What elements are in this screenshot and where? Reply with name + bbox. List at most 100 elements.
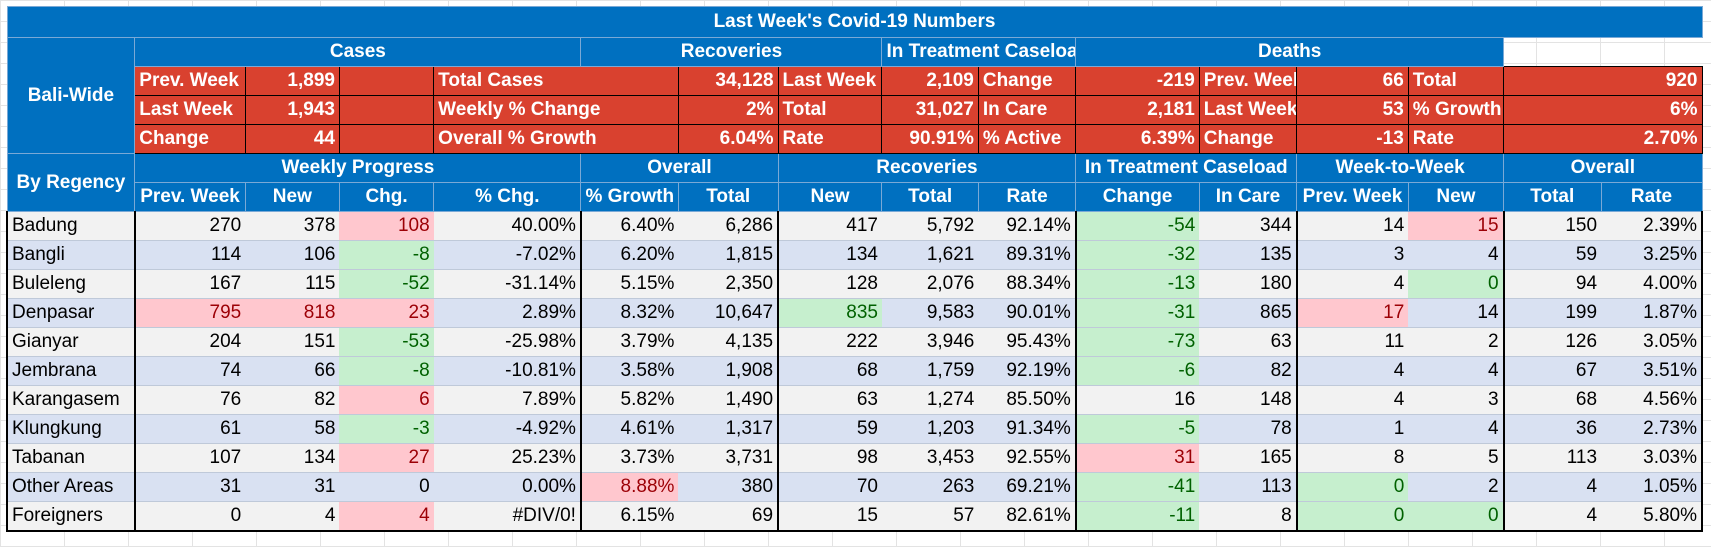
data-cell[interactable]: 2,350 [678,269,779,299]
data-cell[interactable]: 89.31% [978,240,1076,270]
summary-cell[interactable]: -13 [1296,124,1409,154]
data-cell[interactable]: 167 [133,269,246,299]
data-cell[interactable]: 3.58% [579,356,679,386]
data-cell[interactable]: 134 [245,443,340,473]
data-cell[interactable]: -11 [1074,501,1200,532]
data-cell[interactable]: -7.02% [433,240,581,270]
data-cell[interactable]: 106 [245,240,340,270]
summary-cell[interactable]: 1,899 [244,66,340,96]
data-cell[interactable]: 3.03% [1601,443,1703,473]
data-cell[interactable]: 16 [1074,385,1200,415]
data-cell[interactable]: 4.56% [1601,385,1703,415]
data-cell[interactable]: 68 [1502,385,1602,415]
data-cell[interactable]: 90.01% [978,298,1076,328]
data-cell[interactable]: 126 [1502,327,1602,357]
summary-cell[interactable] [338,66,435,96]
summary-cell[interactable] [338,124,435,154]
data-cell[interactable]: 835 [777,298,882,328]
data-cell[interactable]: -41 [1074,472,1200,502]
summary-cell[interactable]: Change [977,66,1077,96]
regency-name[interactable]: Denpasar [6,298,135,328]
data-cell[interactable]: 204 [133,327,246,357]
data-cell[interactable]: 10,647 [678,298,779,328]
data-cell[interactable]: 4 [245,501,340,532]
summary-cell[interactable]: 2,109 [881,66,979,96]
data-cell[interactable]: 3,453 [881,443,979,473]
data-cell[interactable]: 0 [1408,501,1504,532]
data-cell[interactable]: 0 [339,472,434,502]
data-cell[interactable]: 165 [1199,443,1297,473]
data-cell[interactable]: 4 [1408,356,1504,386]
data-cell[interactable]: 107 [133,443,246,473]
data-cell[interactable]: 3.79% [579,327,679,357]
data-cell[interactable]: 4 [1502,501,1602,532]
data-cell[interactable]: 9,583 [881,298,979,328]
summary-cell[interactable]: 1,943 [244,95,340,125]
data-cell[interactable]: 0 [1295,472,1409,502]
data-cell[interactable]: 4 [1502,472,1602,502]
summary-cell[interactable]: 2,181 [1075,95,1200,125]
summary-cell[interactable]: Last Week [134,95,246,125]
data-cell[interactable]: 25.23% [433,443,581,473]
data-cell[interactable]: 68 [777,356,882,386]
data-cell[interactable]: 3 [1408,385,1504,415]
data-cell[interactable]: 134 [777,240,882,270]
column-header[interactable]: New [777,182,883,212]
data-cell[interactable]: -3 [339,414,434,444]
data-cell[interactable]: 5.80% [1601,501,1703,532]
data-cell[interactable]: 1.05% [1601,472,1703,502]
data-cell[interactable]: -10.81% [433,356,581,386]
regency-name[interactable]: Karangasem [6,385,135,415]
data-cell[interactable]: 15 [1408,211,1504,241]
data-cell[interactable]: 3.73% [579,443,679,473]
data-cell[interactable]: 3 [1295,240,1409,270]
data-cell[interactable]: 4.00% [1601,269,1703,299]
column-header[interactable]: New [1407,182,1505,212]
data-cell[interactable]: 82.61% [978,501,1076,532]
data-cell[interactable]: 5.82% [579,385,679,415]
summary-cell[interactable]: 66 [1296,66,1409,96]
data-cell[interactable]: 417 [777,211,882,241]
summary-cell[interactable]: Total Cases [433,66,679,96]
data-cell[interactable]: 2.39% [1601,211,1703,241]
summary-cell[interactable]: -219 [1075,66,1200,96]
data-cell[interactable]: -13 [1074,269,1200,299]
column-header[interactable]: Prev. Week [134,182,246,212]
data-cell[interactable]: 8 [1295,443,1409,473]
data-cell[interactable]: 2 [1408,472,1504,502]
data-cell[interactable]: -8 [339,240,434,270]
regency-name[interactable]: Bangli [6,240,135,270]
data-cell[interactable]: 0 [1295,501,1409,532]
data-cell[interactable]: 180 [1199,269,1297,299]
summary-cell[interactable]: 2.70% [1503,124,1703,154]
data-cell[interactable]: 1,759 [881,356,979,386]
summary-cell[interactable]: Total [777,95,883,125]
data-cell[interactable]: 3.25% [1601,240,1703,270]
data-cell[interactable]: -53 [339,327,434,357]
data-cell[interactable]: 1,317 [678,414,779,444]
summary-cell[interactable]: 31,027 [881,95,979,125]
data-cell[interactable]: 1,621 [881,240,979,270]
summary-cell[interactable]: Total [1407,66,1505,96]
regency-name[interactable]: Klungkung [6,414,135,444]
data-cell[interactable]: 222 [777,327,882,357]
data-cell[interactable]: 98 [777,443,882,473]
data-cell[interactable]: 1,203 [881,414,979,444]
data-cell[interactable]: 14 [1295,211,1409,241]
summary-cell[interactable]: Change [1198,124,1298,154]
data-cell[interactable]: 2,076 [881,269,979,299]
data-cell[interactable]: -32 [1074,240,1200,270]
summary-cell[interactable]: In Care [977,95,1077,125]
data-cell[interactable]: 8 [1199,501,1297,532]
data-cell[interactable]: 4 [339,501,434,532]
regency-name[interactable]: Badung [6,211,135,241]
column-header[interactable]: Change [1075,182,1200,212]
data-cell[interactable]: 151 [245,327,340,357]
data-cell[interactable]: 82 [245,385,340,415]
data-cell[interactable]: 1,490 [678,385,779,415]
data-cell[interactable]: 17 [1295,298,1409,328]
data-cell[interactable]: 59 [1502,240,1602,270]
data-cell[interactable]: 113 [1502,443,1602,473]
data-cell[interactable]: -8 [339,356,434,386]
data-cell[interactable]: -5 [1074,414,1200,444]
